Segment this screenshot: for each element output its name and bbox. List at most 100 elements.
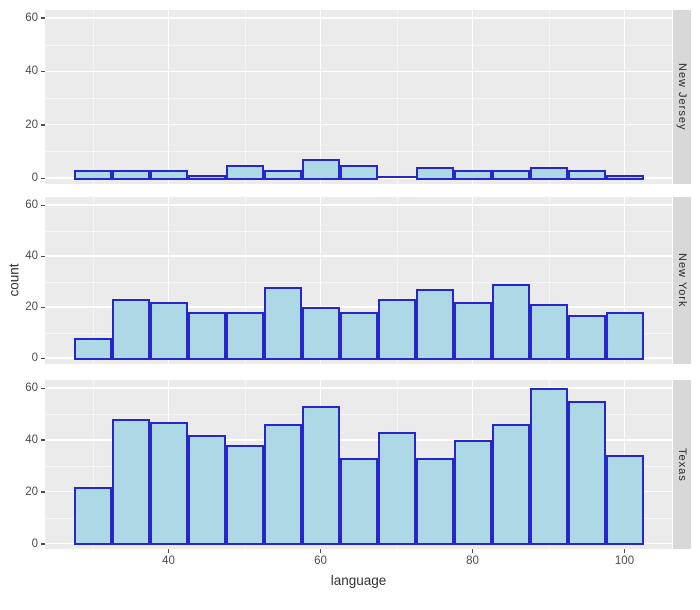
y-tick-label: 20 (25, 485, 38, 498)
facet-label: New York (676, 253, 688, 308)
gridline-minor (548, 10, 550, 184)
histogram-bar (263, 424, 302, 546)
y-tick-mark (41, 124, 45, 126)
histogram-bar (225, 164, 264, 180)
gridline-major (45, 255, 672, 257)
histogram-bar (377, 299, 416, 360)
histogram-bar (73, 486, 112, 546)
y-tick-mark (41, 17, 45, 19)
histogram-bar (339, 458, 378, 546)
histogram-bar (453, 301, 492, 360)
gridline-minor (548, 197, 550, 364)
histogram-bar (491, 424, 530, 546)
facet-strip-texas: Texas (673, 380, 691, 549)
gridline-major (167, 197, 170, 364)
gridline-minor (244, 10, 246, 184)
gridline-minor (45, 44, 672, 46)
histogram-bar-zero (377, 176, 416, 178)
y-tick-mark (41, 255, 45, 257)
histogram-bar (529, 304, 568, 360)
histogram-bar (605, 455, 644, 546)
gridline-minor (396, 197, 398, 364)
histogram-bar (529, 167, 568, 180)
y-tick-label: 60 (25, 382, 38, 395)
y-tick-mark (41, 70, 45, 73)
histogram-bar (187, 312, 226, 360)
y-tick-mark (41, 543, 45, 545)
x-tick-label: 40 (162, 555, 175, 567)
histogram-bar (567, 401, 606, 546)
y-tick-label: 0 (31, 172, 38, 184)
gridline-minor (45, 97, 672, 99)
gridline-major (471, 10, 474, 184)
gridline-major (45, 70, 672, 73)
histogram-bar (301, 406, 340, 546)
y-axis-title: count (6, 262, 22, 297)
y-tick-mark (41, 387, 45, 390)
facet-label: New Jersey (676, 63, 688, 131)
gridline-major (471, 197, 474, 364)
histogram-bar (225, 312, 264, 360)
x-tick-label: 100 (614, 555, 635, 567)
histogram-bar (111, 169, 150, 180)
gridline-minor (92, 380, 94, 549)
gridline-major (623, 197, 626, 364)
gridline-minor (45, 151, 672, 153)
histogram-bar (73, 169, 112, 180)
histogram-bar (529, 388, 568, 546)
y-tick-label: 20 (25, 118, 38, 131)
gridline-major (319, 10, 322, 184)
facet-strip-new-jersey: New Jersey (673, 10, 691, 184)
histogram-bar (301, 159, 340, 180)
y-tick-mark (41, 357, 45, 359)
histogram-bar (415, 289, 454, 360)
y-tick-mark (41, 204, 45, 206)
gridline-minor (92, 197, 94, 364)
gridline-minor (45, 281, 672, 283)
gridline-major (167, 10, 170, 184)
gridline-minor (45, 230, 672, 232)
x-tick-mark (167, 549, 170, 553)
x-tick-mark (319, 549, 322, 553)
gridline-major (45, 204, 672, 206)
histogram-bar (149, 421, 188, 546)
gridline-major (45, 439, 672, 441)
histogram-bar (111, 419, 150, 546)
gridline-minor (92, 10, 94, 184)
y-tick-label: 20 (25, 301, 38, 313)
gridline-major (623, 10, 626, 184)
y-tick-label: 60 (25, 199, 38, 211)
facet-label: Texas (676, 447, 688, 482)
y-tick-mark (41, 491, 45, 493)
histogram-bar (453, 169, 492, 180)
gridline-minor (244, 197, 246, 364)
histogram-bar (225, 445, 264, 546)
x-tick-mark (623, 549, 626, 553)
histogram-bar (339, 312, 378, 360)
histogram-bar (605, 312, 644, 360)
histogram-bar (377, 432, 416, 546)
histogram-bar (415, 458, 454, 546)
histogram-bar (187, 175, 226, 180)
y-tick-mark (41, 439, 45, 441)
gridline-minor (396, 10, 398, 184)
gridline-major (319, 197, 322, 364)
histogram-bar (301, 307, 340, 360)
y-tick-label: 0 (31, 537, 38, 550)
gridline-minor (45, 414, 672, 415)
facet-panel-new-jersey (45, 10, 672, 184)
histogram-bar (149, 169, 188, 180)
gridline-major (45, 17, 672, 19)
histogram-bar (187, 434, 226, 546)
histogram-bar (263, 286, 302, 360)
gridline-major (45, 387, 672, 389)
histogram-bar (491, 284, 530, 360)
facet-panel-new-york (45, 197, 672, 364)
histogram-bar (263, 169, 302, 180)
facet-strip-new-york: New York (673, 197, 691, 364)
x-tick-label: 80 (466, 555, 479, 567)
y-tick-label: 60 (25, 11, 38, 24)
histogram-bar (111, 299, 150, 360)
facet-panel-texas (45, 380, 672, 549)
